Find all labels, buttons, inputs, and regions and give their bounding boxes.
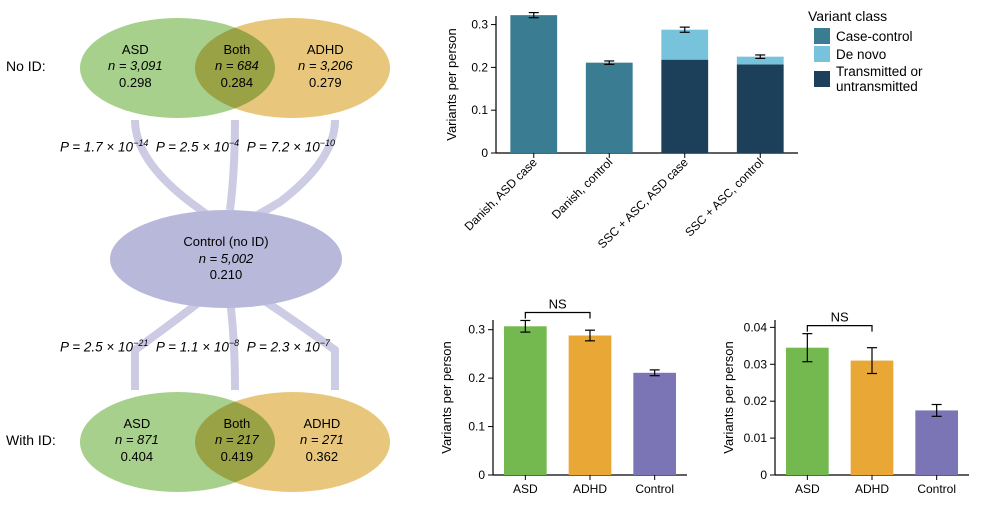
svg-text:Control: Control [917,482,956,496]
venn-adhd-text: ADHD n = 271 0.362 [300,416,344,465]
svg-text:Danish, control: Danish, control [549,155,616,222]
svg-text:0: 0 [481,146,488,160]
control-ellipse: Control (no ID) n = 5,002 0.210 [110,210,342,308]
svg-text:Variants per person: Variants per person [721,341,736,454]
svg-text:Variants per person: Variants per person [439,341,454,454]
legend-swatch [814,28,830,44]
venn-both-text: Both n = 217 0.419 [215,416,259,465]
legend-row: Case-control [814,28,923,44]
legend-label: Transmitted or untransmitted [836,64,923,94]
legend-swatch [814,46,830,62]
svg-text:ADHD: ADHD [855,482,889,496]
venn-panel: No ID: With ID: ASD n = 3,091 0.298 Both… [0,0,400,508]
svg-text:0.04: 0.04 [744,320,768,334]
svg-text:0.2: 0.2 [471,60,488,74]
svg-text:0: 0 [478,468,485,482]
venn-with-id: ASD n = 871 0.404 Both n = 217 0.419 ADH… [80,392,390,492]
svg-text:0: 0 [760,468,767,482]
with-id-label: With ID: [6,432,56,448]
svg-text:0.01: 0.01 [744,431,768,445]
svg-text:NS: NS [549,296,567,311]
svg-text:0.1: 0.1 [468,420,485,434]
legend-label: De novo [836,47,886,62]
venn-both-text: Both n = 684 0.284 [215,42,259,91]
bottom-left-bar-chart: 0 0.1 0.2 0.3 Variants per person ASD ADHD Cont… [438,296,693,501]
svg-text:0.03: 0.03 [744,357,768,371]
svg-text:0.02: 0.02 [744,394,768,408]
bottom-right-bar-chart: 0 0.01 0.02 0.03 0.04 Variants per person ASD A… [720,296,975,501]
venn-adhd-text: ADHD n = 3,206 0.279 [298,42,353,91]
venn-asd-text: ASD n = 3,091 0.298 [108,42,163,91]
svg-text:ASD: ASD [795,482,820,496]
svg-text:Danish, ASD case: Danish, ASD case [462,155,541,234]
venn-no-id: ASD n = 3,091 0.298 Both n = 684 0.284 A… [80,18,390,118]
legend-row: De novo [814,46,923,62]
no-id-label: No ID: [6,58,46,74]
pvals-bottom: P = 2.5 × 10−21 P = 1.1 × 10−8 P = 2.3 ×… [60,338,330,355]
svg-text:Variants per person: Variants per person [444,28,459,141]
pvals-top: P = 1.7 × 10−14 P = 2.5 × 10−4 P = 7.2 ×… [60,138,335,155]
svg-text:NS: NS [831,310,849,325]
svg-text:Control: Control [635,482,674,496]
legend-label: Case-control [836,29,913,44]
legend-swatch [814,71,830,87]
svg-text:0.3: 0.3 [471,18,488,32]
svg-text:ASD: ASD [513,482,538,496]
variant-class-legend: Variant class Case-control De novo Transmi… [808,8,923,96]
svg-text:0.3: 0.3 [468,323,485,337]
svg-text:SSC + ASC, control: SSC + ASC, control [682,155,766,239]
venn-asd-text: ASD n = 871 0.404 [115,416,159,465]
svg-text:ADHD: ADHD [573,482,607,496]
legend-title: Variant class [808,8,923,24]
svg-text:0.2: 0.2 [468,371,485,385]
svg-text:0.1: 0.1 [471,103,488,117]
legend-row: Transmitted or untransmitted [814,64,923,94]
